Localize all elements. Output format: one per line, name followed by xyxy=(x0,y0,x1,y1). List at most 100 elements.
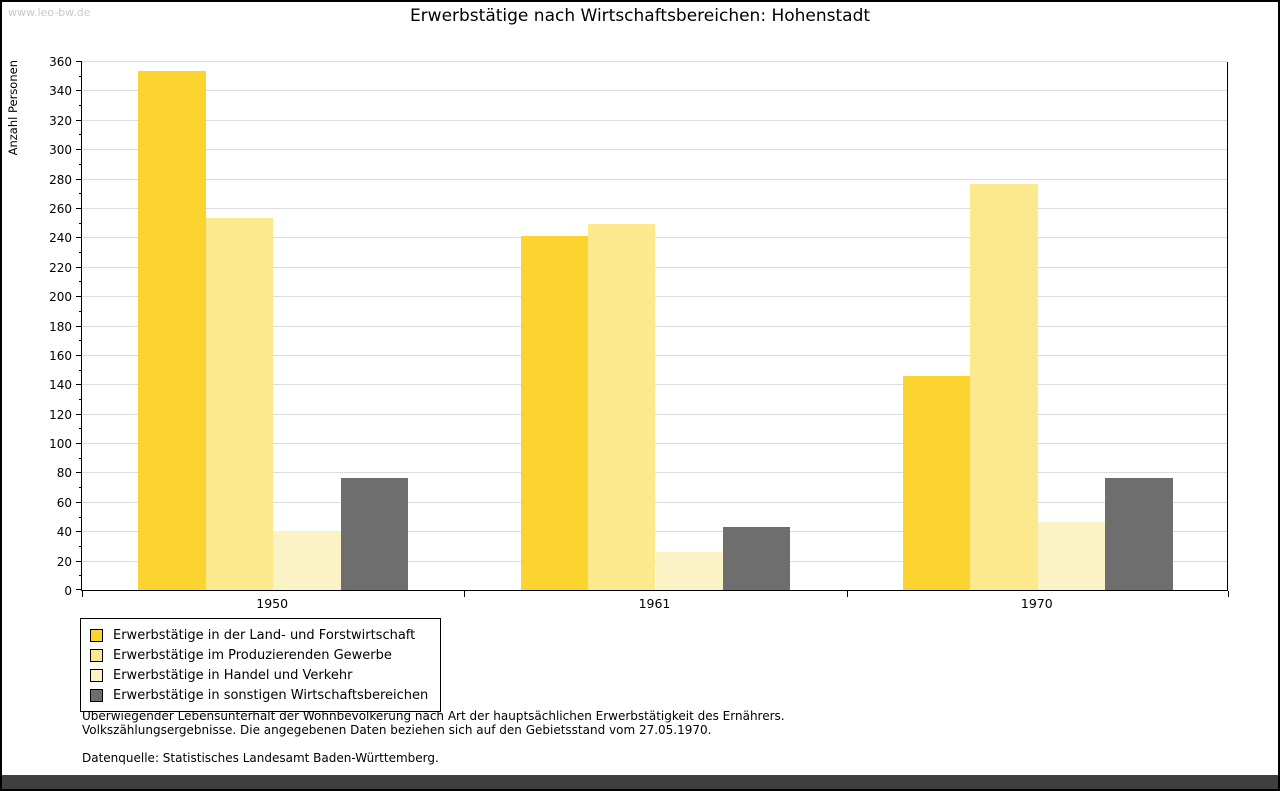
y-axis-minor-tick xyxy=(79,457,82,459)
site-watermark: www.leo-bw.de xyxy=(8,6,91,19)
bar-1970-series2 xyxy=(970,184,1038,590)
y-axis-tick-label: 40 xyxy=(56,525,72,540)
legend-item-label: Erwerbstätige in sonstigen Wirtschaftsbe… xyxy=(113,687,429,703)
y-axis-tick xyxy=(76,472,82,474)
y-axis-tick xyxy=(76,149,82,151)
y-axis-minor-tick xyxy=(79,310,82,312)
y-axis-tick xyxy=(76,531,82,533)
y-axis-tick xyxy=(76,266,82,268)
legend-item-label: Erwerbstätige in der Land- und Forstwirt… xyxy=(113,627,416,643)
y-axis-minor-tick xyxy=(79,369,82,371)
y-axis-tick xyxy=(76,207,82,209)
gridline xyxy=(82,119,1227,121)
y-axis-tick xyxy=(76,589,82,590)
y-axis-minor-tick xyxy=(79,545,82,547)
x-axis-tick xyxy=(464,591,465,597)
bar-1961-series1 xyxy=(520,235,589,590)
y-axis-minor-tick xyxy=(79,105,82,107)
bar-1970-series4 xyxy=(1105,478,1173,590)
y-axis-tick-label: 120 xyxy=(49,407,72,422)
x-axis-tick-labels: 1950 1961 1970 xyxy=(81,596,1228,614)
y-axis-minor-tick xyxy=(79,193,82,195)
y-axis-tick-label: 180 xyxy=(49,319,72,334)
legend-item: Erwerbstätige in der Land- und Forstwirt… xyxy=(90,625,428,645)
y-axis-tick xyxy=(76,560,82,562)
gridline xyxy=(82,90,1227,92)
bar-1950-series4 xyxy=(340,478,408,590)
y-axis-tick-label: 280 xyxy=(49,172,72,187)
y-axis-minor-tick xyxy=(79,222,82,224)
legend-color-swatch xyxy=(90,628,103,642)
y-axis-minor-tick xyxy=(79,252,82,254)
legend-item-label: Erwerbstätige in Handel und Verkehr xyxy=(113,667,353,683)
x-axis-tick xyxy=(847,591,848,597)
x-axis-category-label: 1950 xyxy=(256,596,289,611)
bar-1961-series3 xyxy=(655,551,723,590)
y-axis-tick xyxy=(76,90,82,92)
x-axis-category-label: 1970 xyxy=(1020,596,1053,611)
bar-1970-series3 xyxy=(1037,522,1106,590)
data-source-line: Datenquelle: Statistisches Landesamt Bad… xyxy=(82,751,439,765)
x-axis-tick xyxy=(82,591,83,597)
gridline xyxy=(82,61,1227,62)
y-axis-tick xyxy=(76,501,82,503)
y-axis-tick-label: 200 xyxy=(49,290,72,305)
y-axis-tick-labels: 0 20 40 60 80 100 120 140 160 180 200 220 240 260 280 3… xyxy=(38,55,74,598)
legend-item: Erwerbstätige im Produzierenden Gewerbe xyxy=(90,645,428,665)
legend-box: Erwerbstätige in der Land- und Forstwirt… xyxy=(80,618,442,712)
y-axis-tick-label: 220 xyxy=(49,260,72,275)
y-axis-minor-tick xyxy=(79,163,82,165)
y-axis-tick xyxy=(76,325,82,327)
bar-1961-series4 xyxy=(722,526,791,590)
y-axis-tick xyxy=(76,178,82,180)
y-axis-tick xyxy=(76,296,82,298)
y-axis-tick-label: 340 xyxy=(49,84,72,99)
legend-color-swatch xyxy=(90,688,103,702)
footnote-line: Volkszählungsergebnisse. Die angegebenen… xyxy=(82,723,712,737)
y-axis-tick-label: 60 xyxy=(56,495,72,510)
y-axis-tick-label: 320 xyxy=(49,113,72,128)
y-axis-tick xyxy=(76,443,82,445)
bar-1961-series2 xyxy=(588,224,656,590)
y-axis-tick-label: 0 xyxy=(64,584,72,598)
bottom-bar xyxy=(2,775,1278,789)
legend-item-label: Erwerbstätige im Produzierenden Gewerbe xyxy=(113,647,392,663)
bar-1970-series1 xyxy=(903,375,971,590)
y-axis-tick xyxy=(76,384,82,386)
y-axis-tick xyxy=(76,237,82,239)
gridline xyxy=(82,178,1227,180)
y-axis-tick-label: 100 xyxy=(49,437,72,452)
footnotes: Überwiegender Lebensunterhalt der Wohnbe… xyxy=(82,709,785,737)
legend-item: Erwerbstätige in Handel und Verkehr xyxy=(90,665,428,685)
y-axis-minor-tick xyxy=(79,340,82,342)
footnote-line: Überwiegender Lebensunterhalt der Wohnbe… xyxy=(82,709,785,723)
y-axis-tick xyxy=(76,61,82,62)
y-axis-tick xyxy=(76,119,82,121)
y-axis-tick-label: 240 xyxy=(49,231,72,246)
legend-item: Erwerbstätige in sonstigen Wirtschaftsbe… xyxy=(90,685,428,705)
bar-1950-series2 xyxy=(205,218,274,590)
chart-title: Erwerbstätige nach Wirtschaftsbereichen:… xyxy=(409,6,871,26)
y-axis-title: Anzahl Personen xyxy=(6,60,20,156)
bar-1950-series1 xyxy=(138,71,206,590)
y-axis-tick-label: 20 xyxy=(56,554,72,569)
gridline xyxy=(82,207,1227,209)
y-axis-minor-tick xyxy=(79,575,82,577)
y-axis-minor-tick xyxy=(79,134,82,136)
y-axis-minor-tick xyxy=(79,487,82,489)
y-axis-minor-tick xyxy=(79,428,82,430)
y-axis-tick-label: 360 xyxy=(49,55,72,69)
x-axis-category-label: 1961 xyxy=(638,596,671,611)
y-axis-minor-tick xyxy=(79,516,82,518)
bar-1950-series3 xyxy=(273,531,341,590)
gridline xyxy=(82,149,1227,151)
y-axis-tick xyxy=(76,354,82,356)
y-axis-tick-label: 160 xyxy=(49,348,72,363)
legend-color-swatch xyxy=(90,668,103,682)
x-axis-tick xyxy=(1228,591,1229,597)
y-axis-tick xyxy=(76,413,82,415)
plot-area xyxy=(76,61,1229,597)
y-axis-minor-tick xyxy=(79,281,82,283)
y-axis-tick-label: 80 xyxy=(56,466,72,481)
